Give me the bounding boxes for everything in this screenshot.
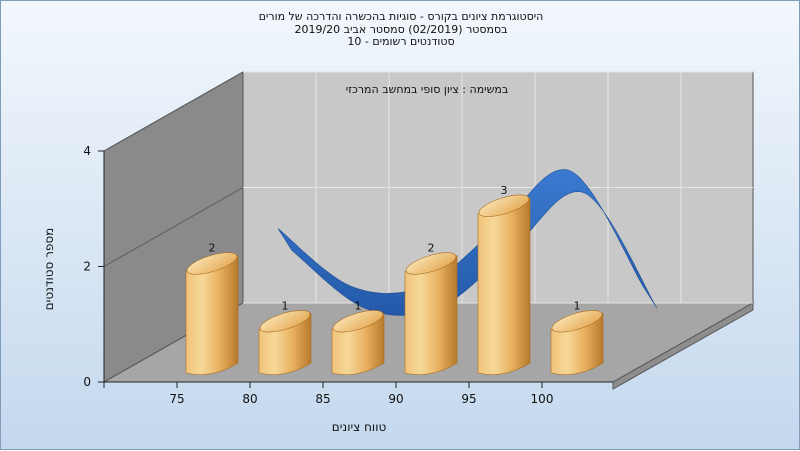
chart-title-block: היסטוגרמת ציונים בקורס - סוגיות בהכשרה ו… — [1, 10, 800, 49]
bar — [550, 310, 604, 375]
y-tick-label: 0 — [83, 375, 91, 389]
x-tick-label: 100 — [531, 392, 554, 406]
axes: 0 2 4 75 80 85 90 95 100 — [83, 144, 613, 406]
bar-data-label: 2 — [428, 242, 435, 255]
bar-data-label: 1 — [282, 299, 289, 312]
bar — [258, 310, 312, 375]
bar — [477, 194, 531, 375]
x-tick-label: 95 — [461, 392, 476, 406]
x-tick-label: 85 — [315, 392, 330, 406]
bar-data-label: 1 — [355, 299, 362, 312]
y-axis-title: מספר סטודנטים — [42, 228, 56, 311]
bars — [185, 194, 604, 375]
y-gridline-side — [103, 187, 244, 267]
data-labels: 2 1 1 2 3 1 — [209, 184, 581, 313]
y-tick-label: 4 — [83, 144, 91, 158]
bar — [185, 252, 239, 375]
chart-title-line-3: סטודנטים רשומים - 10 — [347, 35, 455, 48]
chart-annotation: במשימה : ציון סופי במחשב המרכזי — [346, 83, 509, 96]
bar — [404, 252, 458, 375]
x-tick-label: 75 — [169, 392, 184, 406]
chart-floor-edge — [612, 302, 754, 390]
x-tick-label: 80 — [242, 392, 257, 406]
bar-data-label: 1 — [574, 299, 581, 312]
x-tick-label: 90 — [388, 392, 403, 406]
chart-title-line-1: היסטוגרמת ציונים בקורס - סוגיות בהכשרה ו… — [258, 10, 544, 23]
x-axis-title: טווח ציונים — [332, 420, 387, 434]
chart-title-line-2: בסמסטר (02/2019) סמסטר אביב 2019/20 — [294, 22, 508, 36]
bar-data-label: 3 — [501, 184, 508, 197]
y-tick-label: 2 — [83, 260, 91, 274]
bar — [331, 310, 385, 375]
bar-data-label: 2 — [209, 242, 216, 255]
y-gridline-side — [103, 71, 244, 152]
